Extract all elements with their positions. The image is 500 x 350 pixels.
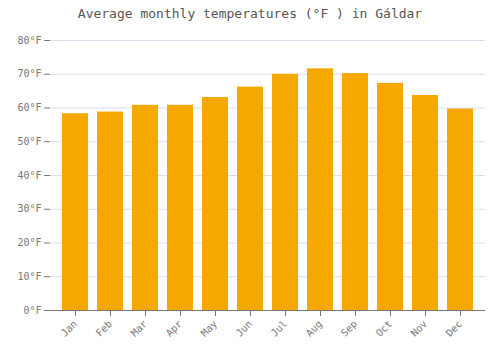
svg-text:10°F: 10°F bbox=[17, 271, 41, 282]
html-text:Average monthly temperatures (: Average monthly temperatures (°F ) in Gá… bbox=[77, 6, 423, 21]
svg-text:50°F: 50°F bbox=[17, 136, 41, 147]
svg-text:Feb: Feb bbox=[94, 318, 115, 339]
svg-text:May: May bbox=[199, 318, 220, 339]
svg-text:40°F: 40°F bbox=[17, 170, 41, 181]
svg-text:Dec: Dec bbox=[444, 318, 465, 339]
svg-text:Sep: Sep bbox=[339, 318, 360, 339]
svg-text:70°F: 70°F bbox=[17, 68, 41, 79]
svg-text:30°F: 30°F bbox=[17, 203, 41, 214]
svg-text:80°F: 80°F bbox=[17, 35, 41, 46]
svg-text:60°F: 60°F bbox=[17, 102, 41, 113]
svg-text:Jul: Jul bbox=[269, 318, 290, 339]
svg-text:0°F: 0°F bbox=[23, 305, 41, 316]
svg-text:20°F: 20°F bbox=[17, 237, 41, 248]
svg-text:Nov: Nov bbox=[409, 318, 430, 339]
svg-text:Apr: Apr bbox=[164, 318, 185, 339]
svg-text:Mar: Mar bbox=[129, 318, 150, 339]
svg-text:Jun: Jun bbox=[234, 318, 255, 339]
svg-text:Jan: Jan bbox=[59, 318, 80, 339]
svg-text:Aug: Aug bbox=[304, 318, 325, 339]
svg-text:Oct: Oct bbox=[374, 318, 395, 339]
